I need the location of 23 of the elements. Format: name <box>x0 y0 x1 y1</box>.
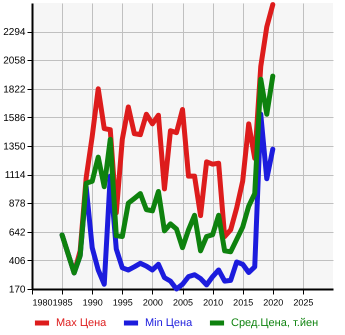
y-tick-label: 1822 <box>3 84 26 96</box>
x-tick-label: 1980 <box>32 298 53 308</box>
x-tick-label: 2005 <box>172 298 194 308</box>
y-tick-label: 1114 <box>4 170 26 182</box>
x-tick-label: 1990 <box>82 298 103 308</box>
legend-label: Сред.Цена, т.йен <box>231 317 318 329</box>
y-tick-label: 642 <box>8 227 26 238</box>
y-tick-label: 2058 <box>3 56 26 67</box>
x-tick-label: 2015 <box>233 298 254 308</box>
y-tick-label: 1350 <box>3 142 26 152</box>
y-tick-label: 878 <box>8 198 26 210</box>
legend-label: Min Цена <box>145 317 194 329</box>
x-tick-label: 2025 <box>293 298 314 308</box>
y-tick-label: 406 <box>8 256 26 267</box>
y-tick-label: 1586 <box>3 112 26 124</box>
x-tick-label: 2010 <box>203 298 224 308</box>
y-tick-label: 2294 <box>3 27 26 38</box>
x-tick-label: 1985 <box>52 298 73 308</box>
y-tick-label: 170 <box>8 284 26 296</box>
x-tick-label: 2020 <box>263 298 284 308</box>
x-tick-label: 2000 <box>142 298 163 308</box>
legend-label: Max Цена <box>56 317 108 329</box>
x-tick-label: 1995 <box>112 298 133 308</box>
